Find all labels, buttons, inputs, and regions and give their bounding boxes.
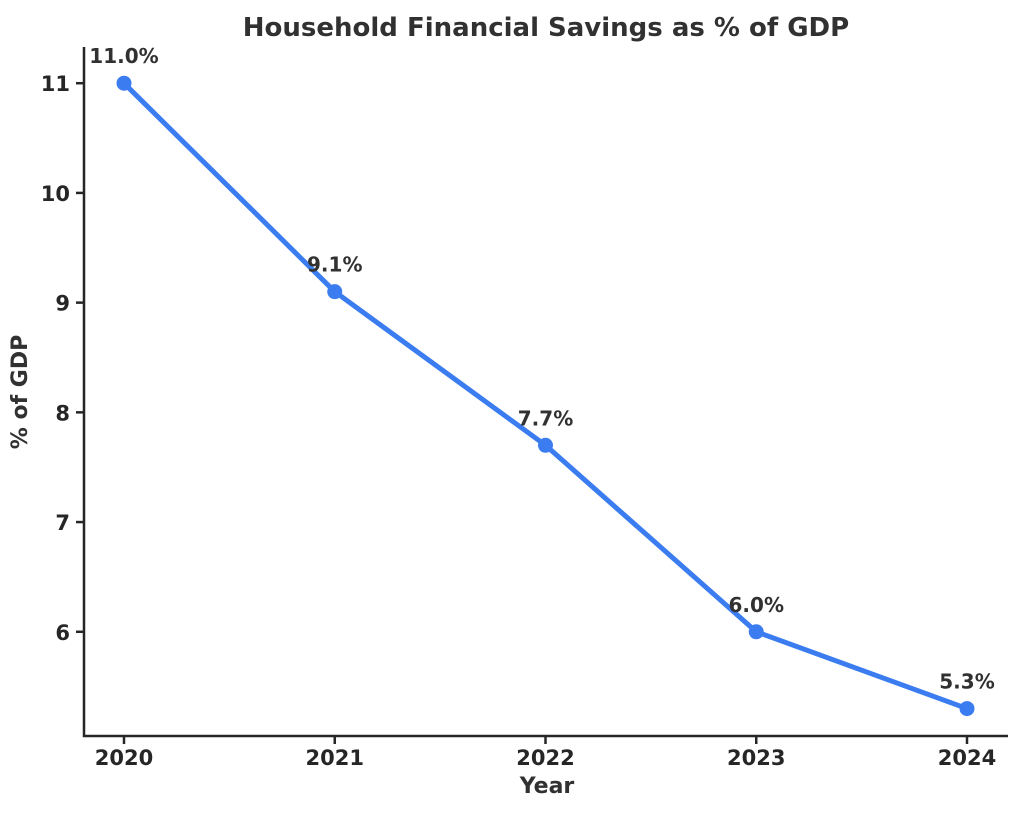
point-label: 7.7% bbox=[518, 406, 573, 430]
data-point bbox=[538, 437, 553, 453]
y-tick-label: 8 bbox=[55, 401, 70, 425]
x-tick-label: 2022 bbox=[516, 746, 574, 770]
x-axis-label: Year bbox=[519, 774, 575, 799]
axis-spines bbox=[82, 47, 1008, 738]
chart-title: Household Financial Savings as % of GDP bbox=[243, 13, 849, 43]
data-point bbox=[327, 284, 343, 300]
x-tick-label: 2021 bbox=[306, 746, 364, 770]
data-point bbox=[748, 624, 764, 640]
x-tick-label: 2020 bbox=[95, 746, 153, 770]
data-point bbox=[959, 701, 975, 717]
axis-ticks: 6 7 8 9 10 11 2020 2021 2022 2023 2024 bbox=[41, 72, 996, 770]
series-line bbox=[121, 80, 970, 712]
point-labels: 11.0% 9.1% 7.7% 6.0% 5.3% bbox=[89, 44, 994, 693]
y-tick-label: 6 bbox=[55, 621, 70, 645]
y-tick-label: 11 bbox=[41, 72, 70, 96]
point-label: 9.1% bbox=[307, 253, 362, 277]
y-tick-label: 9 bbox=[55, 292, 70, 316]
x-tick-label: 2024 bbox=[938, 746, 996, 770]
y-axis-label: % of GDP bbox=[8, 335, 33, 450]
point-label: 5.3% bbox=[939, 670, 994, 694]
y-tick-label: 10 bbox=[41, 182, 70, 206]
y-tick-label: 7 bbox=[55, 511, 70, 535]
x-tick-label: 2023 bbox=[727, 746, 785, 770]
axes bbox=[82, 47, 1008, 738]
data-series bbox=[116, 75, 975, 717]
point-label: 6.0% bbox=[729, 593, 784, 617]
data-point bbox=[116, 75, 132, 91]
point-label: 11.0% bbox=[89, 44, 158, 68]
